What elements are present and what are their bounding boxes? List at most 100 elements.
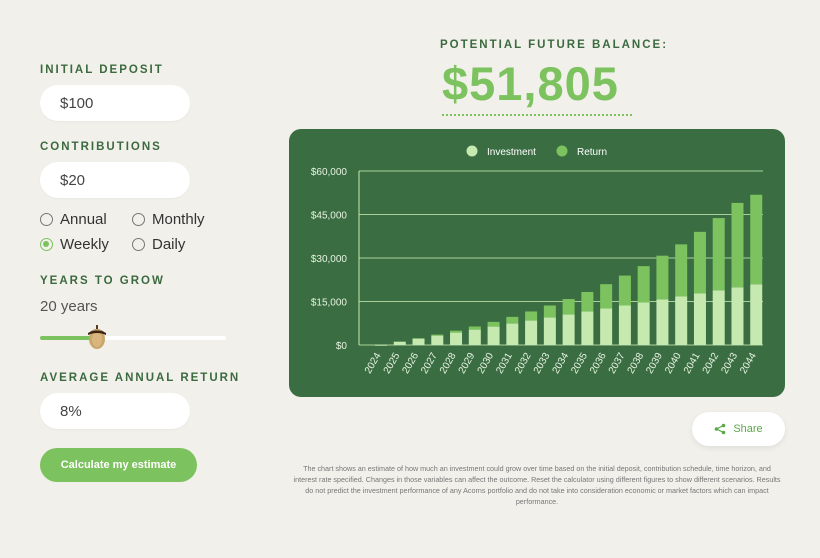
bar-return [450, 330, 463, 333]
radio-circle-selected [40, 238, 53, 251]
radio-label-weekly: Weekly [60, 236, 109, 253]
radio-monthly[interactable]: Monthly [132, 211, 205, 228]
years-slider-fill [40, 336, 96, 340]
bar-return [468, 326, 481, 330]
x-tick-label: 2033 [532, 351, 553, 376]
share-button[interactable]: Share [692, 412, 785, 446]
bar-investment [412, 338, 425, 345]
bar-investment [375, 344, 387, 346]
bar-investment [431, 335, 444, 345]
bar-investment [506, 323, 519, 345]
bar-investment [525, 320, 538, 345]
bar-investment [712, 290, 725, 345]
x-tick-label: 2035 [569, 351, 590, 376]
bar-return [693, 231, 706, 294]
initial-deposit-label: INITIAL DEPOSIT [40, 64, 164, 76]
x-tick-label: 2031 [494, 351, 515, 376]
bar-investment [656, 299, 669, 345]
radio-label-daily: Daily [152, 236, 186, 253]
x-tick-label: 2030 [476, 351, 497, 376]
y-tick-label: $60,000 [311, 167, 348, 178]
growth-chart: $0 $15,000 $30,000 $45,000 $60,000 Investment… [289, 129, 785, 397]
legend-swatch [466, 145, 478, 157]
bar-return [600, 284, 613, 309]
growth-chart-svg: $0 $15,000 $30,000 $45,000 $60,000 Investment… [311, 145, 763, 376]
acorn-slider-thumb-icon[interactable] [86, 324, 108, 350]
x-tick-label: 2042 [701, 351, 722, 376]
bar-investment [543, 317, 556, 345]
legend-swatch [556, 145, 568, 157]
share-label: Share [733, 423, 763, 435]
x-tick-label: 2043 [719, 351, 740, 376]
bar-investment [675, 296, 688, 345]
bar-investment [693, 293, 706, 345]
bar-investment [562, 314, 575, 345]
initial-deposit-input[interactable]: $100 [40, 85, 190, 121]
radio-weekly[interactable]: Weekly [40, 236, 109, 253]
years-value: 20 years [40, 298, 98, 315]
years-label: YEARS TO GROW [40, 275, 165, 287]
x-tick-label: 2040 [663, 351, 684, 376]
bar-return [506, 316, 519, 324]
radio-annual[interactable]: Annual [40, 211, 107, 228]
future-balance-value: $51,805 [442, 56, 632, 116]
return-label: AVERAGE ANNUAL RETURN [40, 372, 241, 384]
bar-return [675, 244, 688, 297]
legend-label: Return [577, 147, 607, 158]
x-tick-label: 2029 [457, 351, 478, 376]
bar-investment [487, 326, 500, 345]
return-input[interactable]: 8% [40, 393, 190, 429]
bar-return [562, 299, 575, 315]
bar-return [543, 305, 556, 318]
bar-investment [581, 311, 594, 345]
bar-investment [618, 305, 631, 345]
radio-circle [132, 213, 145, 226]
x-tick-label: 2025 [382, 351, 403, 376]
bar-return [656, 255, 669, 300]
radio-daily[interactable]: Daily [132, 236, 185, 253]
radio-label-annual: Annual [60, 211, 107, 228]
y-tick-label: $45,000 [311, 211, 348, 222]
x-tick-label: 2027 [419, 351, 440, 376]
disclaimer-text: The chart shows an estimate of how much … [293, 464, 781, 506]
x-tick-label: 2038 [626, 351, 647, 376]
contributions-input[interactable]: $20 [40, 162, 190, 198]
x-tick-label: 2026 [400, 351, 421, 376]
bar-investment [731, 287, 744, 345]
share-icon [715, 423, 726, 435]
x-tick-label: 2028 [438, 351, 459, 376]
x-tick-label: 2041 [682, 351, 703, 376]
y-tick-label: $30,000 [311, 254, 348, 265]
bar-return [525, 311, 538, 321]
legend-label: Investment [487, 147, 536, 158]
x-tick-label: 2037 [607, 351, 628, 376]
y-tick-label: $0 [336, 341, 348, 352]
bar-investment [750, 284, 763, 345]
x-tick-label: 2044 [738, 351, 759, 376]
contributions-label: CONTRIBUTIONS [40, 141, 162, 153]
calculate-button[interactable]: Calculate my estimate [40, 448, 197, 482]
x-tick-label: 2024 [363, 351, 384, 376]
bar-investment [393, 341, 406, 345]
x-tick-label: 2036 [588, 351, 609, 376]
future-balance-label: POTENTIAL FUTURE BALANCE: [440, 39, 669, 51]
x-tick-label: 2032 [513, 351, 534, 376]
bar-return [712, 218, 725, 291]
y-tick-label: $15,000 [311, 298, 348, 309]
bar-investment [600, 308, 613, 345]
radio-circle [132, 238, 145, 251]
x-tick-label: 2039 [644, 351, 665, 376]
bar-return [731, 202, 744, 288]
bar-return [618, 275, 631, 306]
years-slider-track[interactable] [40, 336, 226, 340]
x-tick-label: 2034 [551, 351, 572, 376]
bar-return [431, 334, 444, 336]
bar-return [581, 291, 594, 312]
radio-label-monthly: Monthly [152, 211, 205, 228]
radio-circle [40, 213, 53, 226]
bar-investment [468, 329, 481, 345]
bar-investment [637, 302, 650, 345]
bar-investment [450, 332, 463, 345]
bar-return [750, 194, 763, 285]
bar-return [637, 266, 650, 303]
